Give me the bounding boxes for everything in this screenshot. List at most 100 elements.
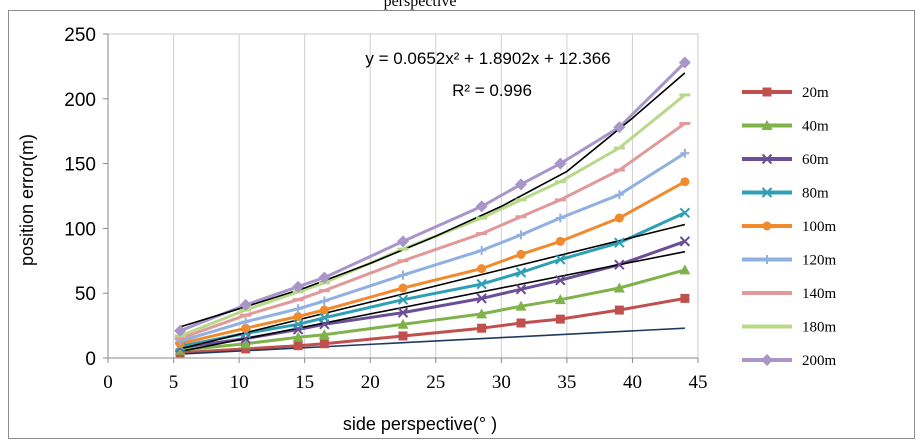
marker-stroke	[679, 207, 691, 219]
data-point-120m	[680, 148, 690, 158]
data-point-80m	[515, 267, 527, 278]
marker-stroke	[292, 319, 304, 330]
data-point-200m	[515, 178, 527, 191]
data-point-20m	[680, 293, 690, 303]
data-point-40m	[613, 282, 625, 293]
data-point-40m	[554, 294, 566, 305]
trend-lines	[179, 72, 686, 355]
legend-marker-60m	[761, 153, 773, 165]
data-point-80m	[679, 207, 691, 219]
y-axis-label: position error(m)	[17, 134, 37, 266]
legend-marker-20m	[762, 87, 772, 97]
data-point-120m	[293, 304, 303, 314]
data-point-60m	[679, 236, 691, 247]
legend-marker-120m	[762, 255, 772, 264]
data-point-100m	[241, 323, 251, 333]
series-lines	[179, 61, 686, 355]
data-point-100m	[680, 177, 690, 187]
legend-label-20m: 20m	[802, 85, 829, 101]
axes	[103, 33, 699, 363]
data-point-200m	[554, 157, 567, 170]
data-point-20m	[398, 331, 408, 341]
trendline-4	[179, 72, 686, 328]
legend-label-40m: 40m	[802, 119, 829, 135]
data-point-20m	[614, 305, 624, 315]
series-line-20m	[180, 296, 686, 355]
marker-stroke	[555, 275, 566, 286]
legend-marker-200m	[761, 354, 773, 366]
x-tick-label: 40	[623, 372, 642, 393]
x-tick-label: 0	[103, 372, 113, 393]
data-point-200m	[174, 324, 187, 337]
legend-label-200m: 200m	[802, 353, 837, 369]
series-line-120m	[179, 151, 686, 343]
data-point-20m	[241, 344, 251, 354]
data-point-200m	[475, 200, 488, 213]
marker-stroke	[476, 293, 487, 304]
marker-stroke	[319, 312, 330, 324]
data-point-120m	[555, 213, 565, 223]
marker-stroke	[515, 284, 527, 295]
data-point-100m	[293, 312, 303, 322]
marker-stroke	[397, 307, 409, 318]
series-line-100m	[179, 180, 686, 346]
trendline-1	[180, 327, 685, 355]
data-point-40m	[240, 338, 252, 349]
data-point-60m	[515, 284, 527, 295]
data-point-40m	[397, 318, 409, 329]
y-tick-label: 0	[85, 349, 96, 370]
data-point-120m	[516, 230, 526, 240]
marker-stroke	[614, 259, 625, 270]
data-point-80m	[614, 237, 625, 248]
data-point-200m	[239, 298, 252, 311]
data-point-40m	[476, 308, 488, 319]
r-squared-value: R² = 0.996	[452, 81, 532, 100]
y-tick-label: 200	[64, 90, 96, 111]
data-point-120m	[477, 245, 487, 255]
x-tick-label: 45	[689, 372, 708, 393]
caption-fragment: perspective	[384, 0, 457, 10]
data-point-200m	[397, 235, 409, 248]
data-point-120m	[398, 270, 408, 280]
x-tick-label: 35	[557, 372, 576, 393]
data-point-100m	[319, 305, 329, 315]
data-point-60m	[397, 307, 409, 318]
data-point-100m	[477, 264, 487, 274]
series-markers	[174, 56, 691, 358]
y-tick-label: 100	[64, 219, 96, 240]
data-point-20m	[477, 323, 487, 333]
marker-stroke	[515, 267, 527, 278]
y-tick-label: 50	[75, 284, 96, 305]
data-point-40m	[515, 300, 527, 311]
series-line-200m	[179, 61, 686, 333]
series-line-80m	[179, 211, 686, 348]
x-tick-label: 30	[492, 372, 511, 393]
legend-label-180m: 180m	[802, 320, 837, 336]
x-tick-label: 25	[426, 372, 445, 393]
x-tick-label: 5	[169, 372, 179, 393]
data-point-40m	[174, 344, 186, 355]
data-point-100m	[398, 283, 408, 293]
x-axis-label: side perspective(° )	[343, 414, 497, 434]
trendline-equation: y = 0.0652x² + 1.8902x + 12.366	[365, 49, 610, 68]
legend-label-100m: 100m	[802, 219, 837, 235]
marker-stroke	[614, 237, 625, 248]
marker-stroke	[761, 187, 773, 198]
x-tick-label: 20	[361, 372, 380, 393]
data-point-20m	[555, 314, 565, 324]
data-point-200m	[318, 271, 331, 284]
data-point-100m	[614, 213, 624, 223]
trendline-3	[179, 223, 686, 350]
data-point-40m	[318, 329, 330, 340]
data-point-120m	[241, 317, 251, 327]
data-point-60m	[555, 275, 566, 286]
legend-label-80m: 80m	[802, 186, 829, 202]
marker-stroke	[679, 236, 691, 247]
trendline-2	[179, 250, 686, 353]
data-point-120m	[319, 296, 329, 306]
data-point-60m	[476, 293, 487, 304]
marker-stroke	[555, 254, 566, 265]
data-point-40m	[292, 331, 304, 342]
